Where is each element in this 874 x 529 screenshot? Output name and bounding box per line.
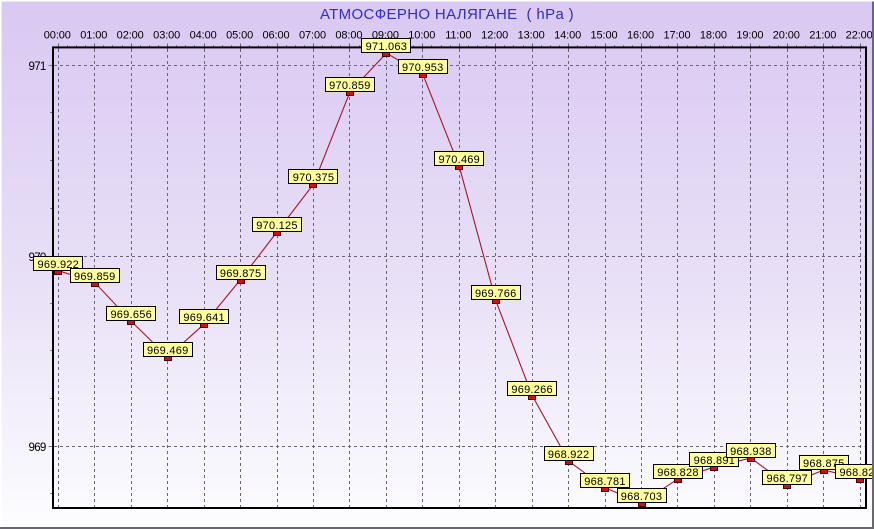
svg-text:08:00: 08:00 bbox=[335, 30, 362, 42]
svg-text:969.922: 969.922 bbox=[38, 259, 80, 271]
svg-text:969.656: 969.656 bbox=[110, 309, 152, 321]
svg-text:968.875: 968.875 bbox=[803, 458, 845, 470]
svg-text:05:00: 05:00 bbox=[226, 30, 253, 42]
svg-text:969.766: 969.766 bbox=[475, 288, 517, 300]
svg-text:10:00: 10:00 bbox=[408, 30, 435, 42]
svg-text:06:00: 06:00 bbox=[262, 30, 289, 42]
svg-text:02:00: 02:00 bbox=[117, 30, 144, 42]
svg-text:970.859: 970.859 bbox=[329, 80, 371, 92]
svg-text:12:00: 12:00 bbox=[481, 30, 508, 42]
svg-text:970.375: 970.375 bbox=[293, 172, 335, 184]
svg-text:15:00: 15:00 bbox=[590, 30, 617, 42]
svg-text:968.781: 968.781 bbox=[584, 476, 626, 488]
svg-text:13:00: 13:00 bbox=[518, 30, 545, 42]
svg-text:19:00: 19:00 bbox=[736, 30, 763, 42]
svg-text:970.469: 970.469 bbox=[439, 154, 481, 166]
svg-text:968.891: 968.891 bbox=[694, 455, 736, 467]
svg-text:970.953: 970.953 bbox=[402, 62, 444, 74]
svg-text:968.828: 968.828 bbox=[657, 467, 699, 479]
svg-text:969.875: 969.875 bbox=[220, 268, 262, 280]
svg-text:18:00: 18:00 bbox=[700, 30, 727, 42]
svg-text:968.828: 968.828 bbox=[839, 467, 874, 479]
svg-text:971.063: 971.063 bbox=[366, 41, 408, 53]
svg-text:968.922: 968.922 bbox=[548, 449, 590, 461]
svg-text:14:00: 14:00 bbox=[554, 30, 581, 42]
svg-text:01:00: 01:00 bbox=[80, 30, 107, 42]
svg-text:07:00: 07:00 bbox=[299, 30, 326, 42]
svg-text:17:00: 17:00 bbox=[663, 30, 690, 42]
svg-text:21:00: 21:00 bbox=[809, 30, 836, 42]
svg-text:03:00: 03:00 bbox=[153, 30, 180, 42]
svg-text:968.938: 968.938 bbox=[730, 446, 772, 458]
svg-text:969.469: 969.469 bbox=[147, 345, 189, 357]
svg-text:20:00: 20:00 bbox=[773, 30, 800, 42]
svg-text:969.266: 969.266 bbox=[511, 384, 553, 396]
svg-text:971: 971 bbox=[29, 60, 46, 73]
svg-text:АТМОСФЕРНО НАЛЯГАНЕ ( hPa ): АТМОСФЕРНО НАЛЯГАНЕ ( hPa ) bbox=[320, 6, 574, 23]
svg-text:968.797: 968.797 bbox=[767, 473, 809, 485]
svg-text:04:00: 04:00 bbox=[190, 30, 217, 42]
svg-text:970.125: 970.125 bbox=[256, 220, 298, 232]
svg-text:00:00: 00:00 bbox=[44, 30, 71, 42]
svg-text:969.859: 969.859 bbox=[74, 271, 116, 283]
svg-text:22:00: 22:00 bbox=[846, 30, 873, 42]
svg-text:969: 969 bbox=[29, 441, 46, 454]
svg-text:969.641: 969.641 bbox=[183, 312, 225, 324]
svg-text:16:00: 16:00 bbox=[627, 30, 654, 42]
svg-text:11:00: 11:00 bbox=[445, 30, 471, 42]
svg-text:968.703: 968.703 bbox=[621, 491, 663, 503]
